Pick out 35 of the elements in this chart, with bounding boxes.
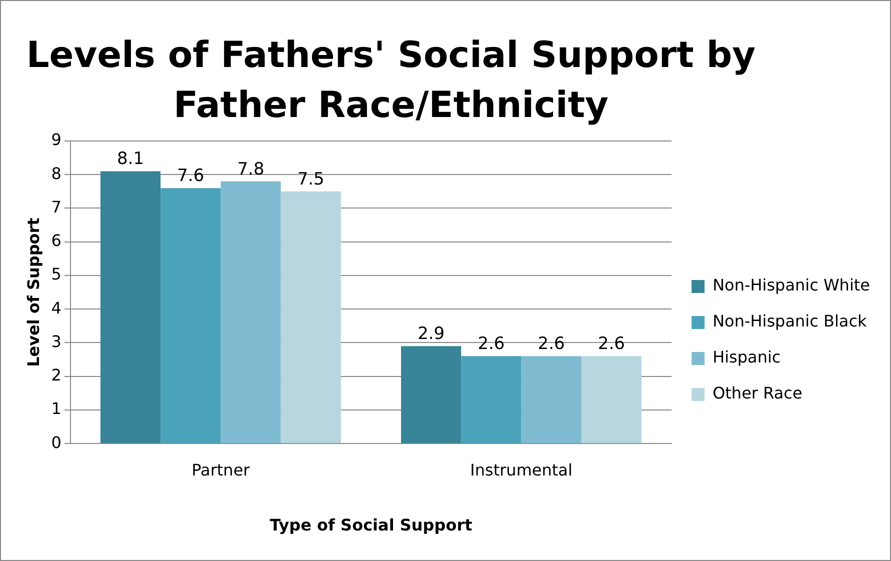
y-tick-label: 3: [51, 332, 62, 351]
bar: [521, 356, 582, 444]
data-label: 8.1: [116, 149, 144, 170]
data-label: 7.8: [237, 159, 264, 180]
bar: [280, 191, 341, 444]
y-axis-title: Level of Support: [24, 217, 43, 367]
legend-label: Non-Hispanic Black: [712, 312, 868, 331]
data-label: 7.5: [297, 169, 324, 190]
data-label: 2.9: [418, 324, 445, 344]
bar: [401, 346, 462, 444]
legend-label: Hispanic: [712, 348, 781, 367]
y-tick-label: 2: [51, 366, 62, 385]
x-tick-label: Instrumental: [470, 460, 572, 480]
bar: [160, 188, 221, 444]
x-axis-title: Type of Social Support: [270, 516, 473, 535]
data-label: 7.6: [177, 166, 204, 186]
legend-label: Other Race: [712, 384, 802, 403]
legend-label: Non-Hispanic White: [712, 276, 870, 295]
y-tick-label: 8: [51, 164, 62, 183]
bar: [581, 356, 642, 444]
bar: [100, 171, 161, 444]
y-tick-label: 1: [51, 399, 62, 418]
data-label: 2.6: [478, 334, 505, 354]
bar: [461, 356, 522, 444]
y-tick-label: 5: [51, 264, 62, 284]
bar: [220, 181, 281, 444]
y-tick-label: 7: [51, 197, 62, 216]
y-tick-label: 6: [51, 231, 62, 250]
data-label: 2.6: [538, 334, 565, 354]
x-tick-label: Partner: [192, 460, 250, 480]
chart-title: Levels of Fathers' Social Support by Father Race/Ethnicity: [25, 34, 757, 128]
y-tick-label: 4: [51, 298, 62, 318]
y-tick-label: 9: [51, 130, 62, 150]
data-label: 2.6: [598, 334, 625, 354]
y-tick-label: 0: [51, 432, 62, 452]
